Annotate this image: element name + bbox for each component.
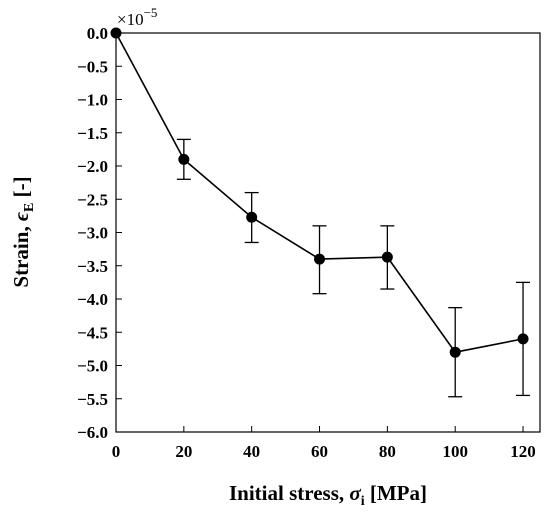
y-axis-title-symbol: ϵ (9, 211, 33, 221)
data-point (517, 333, 529, 345)
y-multiplier-label: ×10−5 (117, 5, 157, 29)
y-axis-title-sub: E (22, 203, 37, 212)
y-tick-label: −1.0 (77, 91, 108, 110)
y-axis-title: Strain, ϵE [-] (9, 176, 37, 287)
x-axis-title-unit: [MPa] (365, 481, 427, 505)
x-tick-label: 60 (311, 442, 328, 461)
y-tick-label: −0.5 (77, 57, 108, 76)
y-tick-label: 0.0 (87, 24, 108, 43)
ticks-layer: 0 20 40 60 80 100 120 0.0 −0.5 −1.0 −1.5 −2.0 −2.5 −3… (77, 24, 536, 461)
x-axis-title-symbol: σ (349, 481, 361, 505)
series-line (115, 32, 524, 354)
y-axis-title-unit: [-] (9, 176, 33, 202)
y-tick-label: −3.5 (77, 257, 108, 276)
x-tick-label: 20 (175, 442, 192, 461)
plot-layer (110, 27, 531, 398)
y-tick-label: −6.0 (77, 423, 108, 442)
y-tick-label: −4.5 (77, 323, 108, 342)
data-point (381, 251, 393, 263)
x-tick-label: 40 (243, 442, 260, 461)
y-tick-label: −5.0 (77, 357, 108, 376)
y-tick-label: −2.5 (77, 190, 108, 209)
y-tick-label: −3.0 (77, 224, 108, 243)
data-point (314, 253, 326, 265)
y-axis-title-main: Strain, (9, 221, 33, 288)
x-axis-title-sub: i (361, 494, 365, 509)
x-tick-label: 120 (510, 442, 536, 461)
data-point (178, 153, 190, 165)
x-axis-title: Initial stress, σi [MPa] (229, 481, 427, 509)
x-tick-label: 0 (112, 442, 121, 461)
y-tick-label: −5.5 (77, 390, 108, 409)
x-tick-label: 100 (442, 442, 468, 461)
x-axis-title-main: Initial stress, (229, 481, 349, 505)
data-point (246, 211, 258, 223)
y-multiplier-exponent: −5 (144, 5, 158, 20)
data-point (449, 346, 461, 358)
x-tick-label: 80 (379, 442, 396, 461)
y-tick-label: −4.0 (77, 290, 108, 309)
plot-frame (115, 32, 541, 433)
y-tick-label: −2.0 (77, 157, 108, 176)
y-tick-label: −1.5 (77, 124, 108, 143)
